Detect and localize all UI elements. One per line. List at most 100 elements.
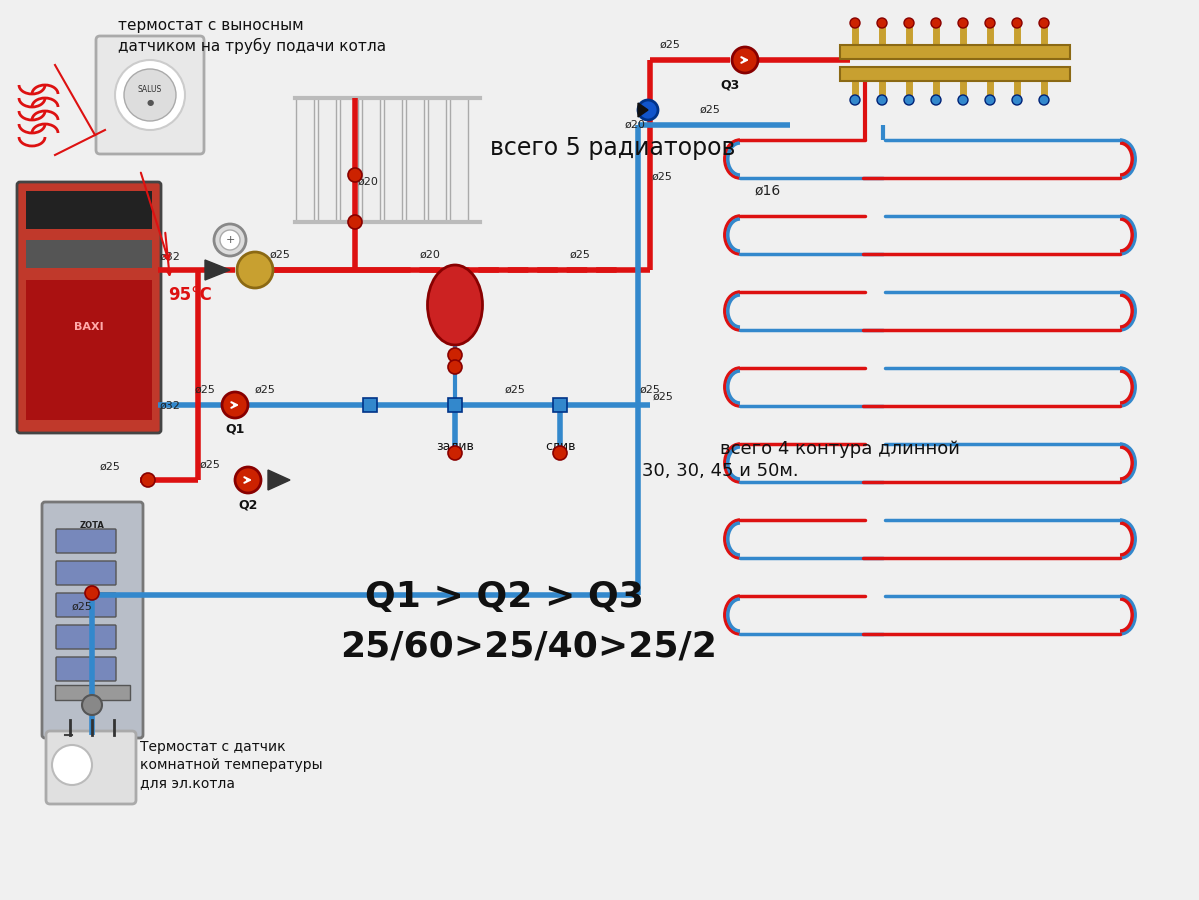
Circle shape bbox=[733, 47, 758, 73]
Circle shape bbox=[553, 446, 567, 460]
Text: ø25: ø25 bbox=[570, 250, 591, 260]
Bar bbox=[318, 98, 336, 222]
Ellipse shape bbox=[428, 265, 482, 345]
Text: ø25: ø25 bbox=[195, 385, 216, 395]
Text: ø25: ø25 bbox=[652, 172, 673, 182]
FancyBboxPatch shape bbox=[56, 593, 116, 617]
Circle shape bbox=[141, 473, 155, 487]
Circle shape bbox=[348, 168, 362, 182]
FancyBboxPatch shape bbox=[96, 36, 204, 154]
Text: слив: слив bbox=[544, 440, 576, 453]
Circle shape bbox=[235, 467, 261, 493]
Circle shape bbox=[237, 252, 273, 288]
Bar bbox=[406, 98, 424, 222]
Text: ø25: ø25 bbox=[640, 385, 661, 395]
Text: ø25: ø25 bbox=[659, 40, 681, 50]
Bar bbox=[55, 685, 129, 700]
Text: залив: залив bbox=[436, 440, 474, 453]
Text: ø25: ø25 bbox=[505, 385, 526, 395]
Circle shape bbox=[638, 100, 658, 120]
Circle shape bbox=[448, 360, 462, 374]
FancyBboxPatch shape bbox=[56, 561, 116, 585]
Text: +: + bbox=[225, 235, 235, 245]
Circle shape bbox=[213, 224, 246, 256]
FancyBboxPatch shape bbox=[42, 502, 143, 738]
Text: ø25: ø25 bbox=[653, 392, 674, 402]
Polygon shape bbox=[638, 103, 647, 117]
Circle shape bbox=[222, 392, 248, 418]
Text: всего 4 контура длинной: всего 4 контура длинной bbox=[721, 440, 960, 458]
Text: ø20: ø20 bbox=[359, 177, 379, 187]
Polygon shape bbox=[269, 470, 290, 490]
Text: Термостат с датчик: Термостат с датчик bbox=[140, 740, 285, 754]
Circle shape bbox=[123, 69, 176, 121]
Circle shape bbox=[85, 586, 100, 600]
Text: термостат с выносным: термостат с выносным bbox=[118, 18, 303, 33]
Circle shape bbox=[1012, 95, 1022, 105]
Text: всего 5 радиаторов: всего 5 радиаторов bbox=[490, 136, 735, 160]
Text: ZOTA: ZOTA bbox=[79, 520, 104, 529]
Bar bbox=[341, 98, 359, 222]
Circle shape bbox=[850, 95, 860, 105]
Circle shape bbox=[958, 18, 968, 28]
Circle shape bbox=[348, 215, 362, 229]
Bar bbox=[428, 98, 446, 222]
Text: ●: ● bbox=[146, 97, 153, 106]
Bar bbox=[26, 280, 152, 420]
Circle shape bbox=[904, 18, 914, 28]
Text: датчиком на трубу подачи котла: датчиком на трубу подачи котла bbox=[118, 38, 386, 54]
Bar bbox=[553, 398, 567, 412]
Circle shape bbox=[850, 18, 860, 28]
Circle shape bbox=[1040, 95, 1049, 105]
Bar bbox=[840, 67, 1070, 81]
FancyBboxPatch shape bbox=[17, 182, 161, 433]
Text: 95°C: 95°C bbox=[168, 286, 212, 304]
Text: ø16: ø16 bbox=[755, 184, 782, 198]
Bar bbox=[26, 191, 152, 229]
Text: Q2: Q2 bbox=[239, 498, 258, 511]
Circle shape bbox=[1040, 18, 1049, 28]
Bar bbox=[448, 398, 462, 412]
Circle shape bbox=[219, 230, 240, 250]
Bar bbox=[384, 98, 402, 222]
Text: Q1 > Q2 > Q3: Q1 > Q2 > Q3 bbox=[364, 580, 644, 614]
Circle shape bbox=[930, 95, 941, 105]
Circle shape bbox=[958, 95, 968, 105]
Circle shape bbox=[930, 18, 941, 28]
FancyBboxPatch shape bbox=[56, 657, 116, 681]
Circle shape bbox=[986, 95, 995, 105]
Bar bbox=[26, 240, 152, 268]
Polygon shape bbox=[205, 260, 230, 280]
Text: ø25: ø25 bbox=[700, 105, 721, 115]
Circle shape bbox=[448, 348, 462, 362]
Text: Q3: Q3 bbox=[721, 78, 740, 91]
Bar bbox=[450, 98, 468, 222]
Circle shape bbox=[82, 695, 102, 715]
Text: комнатной температуры: комнатной температуры bbox=[140, 758, 323, 772]
FancyBboxPatch shape bbox=[56, 625, 116, 649]
Text: ø25: ø25 bbox=[200, 460, 221, 470]
FancyBboxPatch shape bbox=[46, 731, 135, 804]
Circle shape bbox=[448, 446, 462, 460]
Circle shape bbox=[52, 745, 92, 785]
Bar bbox=[362, 98, 380, 222]
Text: ø32: ø32 bbox=[159, 252, 181, 262]
Text: для эл.котла: для эл.котла bbox=[140, 776, 235, 790]
Text: ø25: ø25 bbox=[255, 385, 276, 395]
Text: ø20: ø20 bbox=[420, 250, 441, 260]
Text: ø25: ø25 bbox=[72, 602, 92, 612]
Text: ø25: ø25 bbox=[100, 462, 121, 472]
Text: ø32: ø32 bbox=[159, 401, 181, 411]
Text: BAXI: BAXI bbox=[74, 322, 104, 332]
Text: 30, 30, 45 и 50м.: 30, 30, 45 и 50м. bbox=[641, 462, 799, 480]
Text: ø25: ø25 bbox=[270, 250, 291, 260]
Circle shape bbox=[1012, 18, 1022, 28]
Bar bbox=[840, 45, 1070, 59]
FancyBboxPatch shape bbox=[56, 529, 116, 553]
Circle shape bbox=[115, 60, 185, 130]
Circle shape bbox=[876, 18, 887, 28]
Text: Q1: Q1 bbox=[225, 423, 245, 436]
Circle shape bbox=[986, 18, 995, 28]
Bar bbox=[296, 98, 314, 222]
Text: SALUS: SALUS bbox=[138, 86, 162, 94]
